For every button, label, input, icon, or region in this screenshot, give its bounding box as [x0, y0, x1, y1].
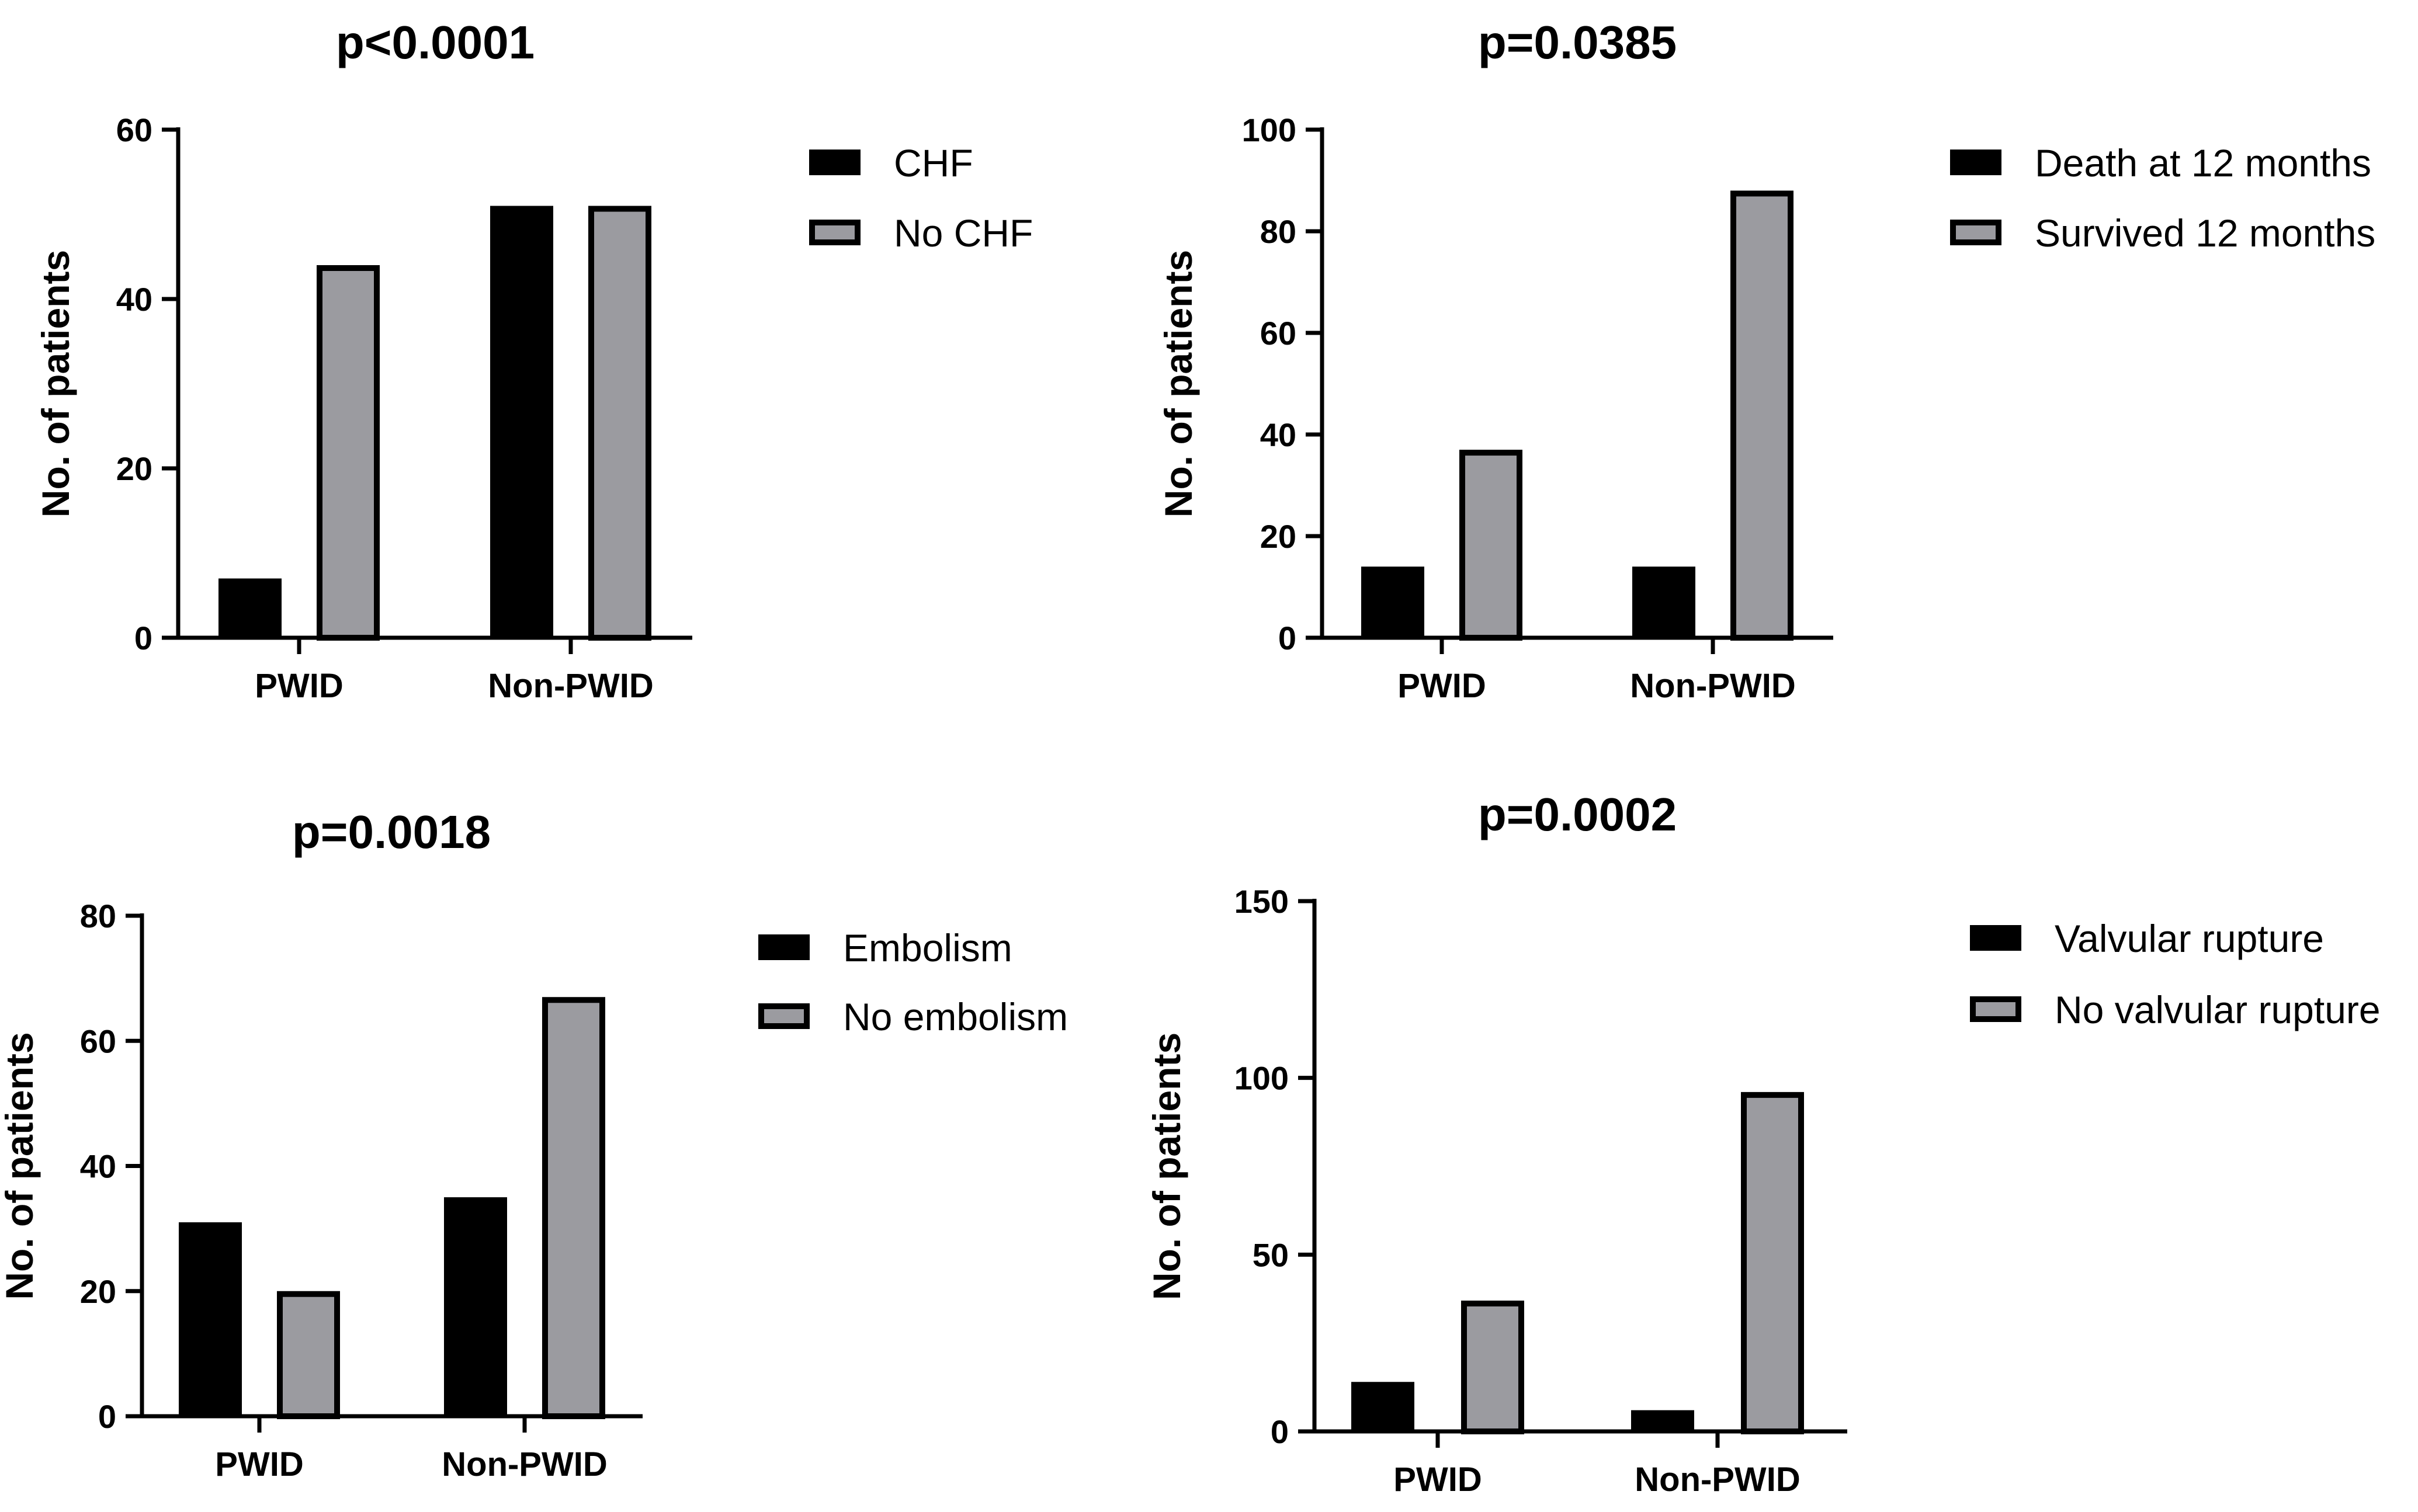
legend-swatch — [758, 934, 810, 960]
bar-no-valvular-rupture — [1741, 1092, 1804, 1434]
y-axis-label: No. of patients — [34, 250, 77, 517]
x-category-label: PWID — [1393, 1461, 1482, 1499]
y-axis-label: No. of patients — [1157, 250, 1200, 517]
x-category-label: Non-PWID — [1635, 1461, 1801, 1499]
bar-no-chf — [317, 265, 380, 641]
legend-swatch — [1970, 996, 2021, 1022]
legend-label: No embolism — [843, 995, 1068, 1038]
chart-title: p=0.0002 — [1478, 788, 1677, 840]
bar-survived-12-months — [1730, 190, 1793, 641]
chart-2: p=0.0385 No. of patients 0 20 40 60 80 100 PWID N… — [1157, 16, 2375, 705]
chart-title: p=0.0385 — [1478, 16, 1677, 68]
y-tick-label: 60 — [116, 112, 152, 148]
bar-embolism — [444, 1197, 507, 1416]
x-category-label: Non-PWID — [1630, 667, 1796, 705]
legend-swatch — [758, 1003, 810, 1029]
bar-valvular-rupture — [1351, 1382, 1414, 1431]
bar-no-chf — [588, 206, 651, 641]
y-tick-label: 0 — [98, 1398, 116, 1435]
x-category-label: Non-PWID — [488, 667, 654, 705]
y-tick-label: 0 — [1271, 1413, 1289, 1450]
y-tick-label: 20 — [80, 1273, 116, 1310]
legend-swatch — [809, 150, 861, 175]
y-tick-label: 60 — [80, 1023, 116, 1059]
y-tick-label: 150 — [1234, 883, 1289, 920]
bar-chf — [218, 578, 282, 638]
bar-survived-12-months — [1459, 450, 1522, 641]
legend-label: Death at 12 months — [2035, 141, 2371, 185]
chart-title: p<0.0001 — [336, 16, 535, 68]
y-tick-label: 0 — [134, 620, 152, 656]
legend-swatch — [1950, 220, 2001, 245]
chart-title: p=0.0018 — [292, 806, 491, 858]
legend-swatch — [1970, 925, 2021, 951]
y-tick-label: 40 — [1260, 416, 1296, 453]
y-tick-label: 40 — [80, 1148, 116, 1185]
y-tick-label: 100 — [1234, 1060, 1289, 1097]
y-tick-label: 0 — [1278, 620, 1296, 656]
bar-no-embolism — [542, 997, 605, 1419]
legend-label: No CHF — [894, 211, 1033, 255]
y-tick-label: 60 — [1260, 315, 1296, 352]
legend-label: CHF — [894, 141, 973, 185]
y-tick-label: 100 — [1242, 112, 1296, 148]
legend-label: Valvular rupture — [2055, 917, 2324, 960]
chart-1: p<0.0001 No. of patients 0 20 40 60 PWID Non-PW… — [34, 16, 1033, 705]
y-tick-label: 20 — [116, 450, 152, 487]
y-tick-label: 50 — [1253, 1236, 1289, 1273]
bar-embolism — [179, 1222, 242, 1416]
legend-label: Embolism — [843, 926, 1012, 969]
legend-swatch — [1950, 150, 2001, 175]
legend-label: No valvular rupture — [2055, 988, 2381, 1031]
chart-3: p=0.0018 No. of patients 0 20 40 60 80 PWID Non-… — [0, 806, 1068, 1483]
y-tick-label: 80 — [1260, 213, 1296, 250]
bar-death-at-12-months — [1361, 566, 1424, 638]
x-category-label: Non-PWID — [442, 1445, 608, 1483]
x-category-label: PWID — [255, 667, 343, 705]
legend-swatch — [809, 220, 861, 245]
y-tick-label: 40 — [116, 281, 152, 318]
y-tick-label: 20 — [1260, 518, 1296, 555]
bar-valvular-rupture — [1631, 1410, 1694, 1431]
y-axis-label: No. of patients — [1145, 1033, 1188, 1300]
y-axis-label: No. of patients — [0, 1032, 41, 1299]
x-category-label: PWID — [1397, 667, 1486, 705]
bar-chf — [490, 206, 553, 638]
legend-label: Survived 12 months — [2035, 211, 2375, 255]
x-category-label: PWID — [215, 1445, 303, 1483]
bar-death-at-12-months — [1632, 566, 1695, 638]
bar-no-valvular-rupture — [1461, 1301, 1524, 1434]
bar-no-embolism — [277, 1291, 340, 1419]
chart-4: p=0.0002 No. of patients 0 50 100 150 PWID Non-… — [1145, 788, 2381, 1499]
y-tick-label: 80 — [80, 898, 116, 934]
